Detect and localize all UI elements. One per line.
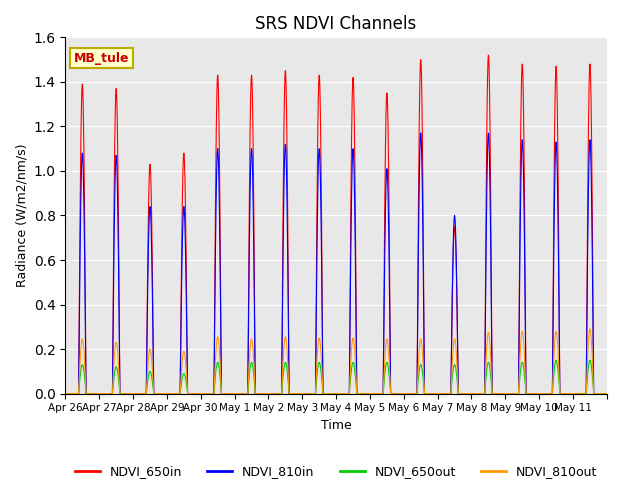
NDVI_810out xyxy=(61,391,69,396)
NDVI_650out xyxy=(392,391,399,396)
NDVI_650out xyxy=(552,357,560,363)
NDVI_650in xyxy=(603,391,611,396)
NDVI_810out xyxy=(603,391,611,396)
NDVI_650in xyxy=(269,391,277,396)
NDVI_650in xyxy=(377,391,385,396)
NDVI_650in xyxy=(61,391,69,396)
NDVI_810in xyxy=(269,391,277,396)
NDVI_650out xyxy=(316,361,324,367)
NDVI_650in xyxy=(81,177,88,183)
NDVI_650out xyxy=(474,391,482,396)
NDVI_810out xyxy=(269,391,277,396)
NDVI_810out xyxy=(586,326,594,332)
Title: SRS NDVI Channels: SRS NDVI Channels xyxy=(255,15,417,33)
Line: NDVI_650out: NDVI_650out xyxy=(65,360,607,394)
NDVI_650out xyxy=(269,391,277,396)
NDVI_810in xyxy=(81,225,88,230)
Line: NDVI_810out: NDVI_810out xyxy=(65,329,607,394)
NDVI_810out xyxy=(377,391,385,396)
Text: MB_tule: MB_tule xyxy=(74,51,129,65)
NDVI_650out xyxy=(81,371,88,376)
NDVI_650in xyxy=(392,391,399,396)
NDVI_650out xyxy=(61,391,69,396)
NDVI_810out xyxy=(474,391,482,396)
Y-axis label: Radiance (W/m2/nm/s): Radiance (W/m2/nm/s) xyxy=(15,144,28,287)
NDVI_810in xyxy=(603,391,611,396)
NDVI_810out xyxy=(81,353,88,359)
NDVI_650in xyxy=(316,85,324,91)
NDVI_650out xyxy=(603,391,611,396)
NDVI_810out xyxy=(316,337,324,343)
NDVI_810in xyxy=(474,391,482,396)
NDVI_810in xyxy=(417,130,424,136)
NDVI_650in xyxy=(484,52,492,58)
NDVI_810in xyxy=(316,156,324,161)
X-axis label: Time: Time xyxy=(321,419,351,432)
NDVI_810in xyxy=(61,391,69,396)
NDVI_650in xyxy=(474,391,482,396)
Legend: NDVI_650in, NDVI_810in, NDVI_650out, NDVI_810out: NDVI_650in, NDVI_810in, NDVI_650out, NDV… xyxy=(70,460,602,480)
NDVI_810out xyxy=(392,391,399,396)
Line: NDVI_810in: NDVI_810in xyxy=(65,133,607,394)
NDVI_810in xyxy=(392,391,399,396)
NDVI_810in xyxy=(377,391,385,396)
Line: NDVI_650in: NDVI_650in xyxy=(65,55,607,394)
NDVI_650out xyxy=(377,391,385,396)
